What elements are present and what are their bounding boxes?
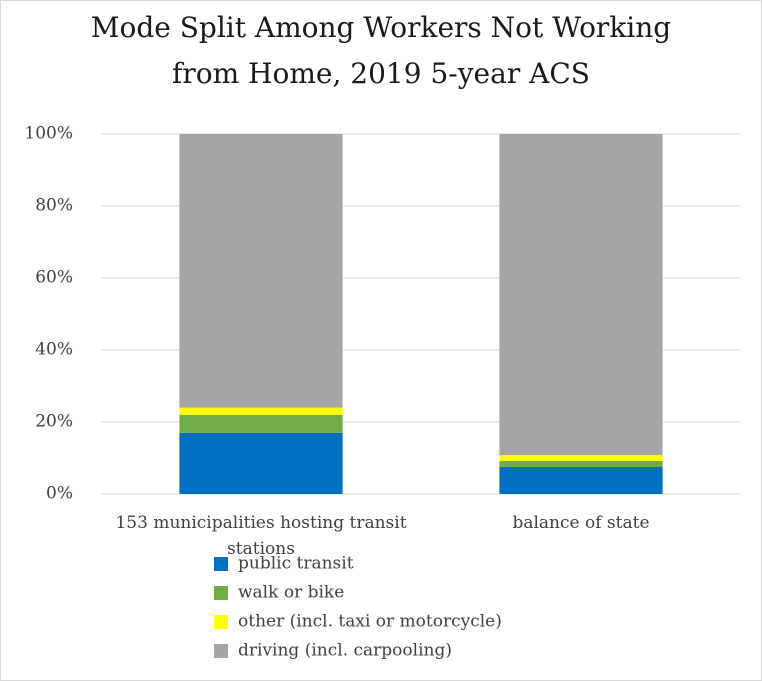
y-tick-label: 20%: [35, 412, 73, 432]
y-tick-label: 100%: [24, 124, 73, 144]
bar-segment: [499, 467, 663, 494]
bar-segment: [179, 134, 343, 408]
legend-swatch: [214, 586, 228, 600]
legend-swatch: [214, 615, 228, 629]
y-tick-label: 0%: [46, 484, 73, 504]
y-tick-label: 40%: [35, 340, 73, 360]
bar-segment: [179, 414, 343, 433]
bar-segment: [179, 407, 343, 415]
bar-segment: [179, 432, 343, 494]
bar-segment: [499, 134, 663, 456]
x-tick-label: balance of state: [512, 513, 650, 533]
legend-swatch: [214, 644, 228, 658]
y-tick-label: 60%: [35, 268, 73, 288]
legend-label: other (incl. taxi or motorcycle): [238, 612, 502, 632]
chart-title: Mode Split Among Workers Not Working fro…: [90, 11, 672, 90]
y-tick-label: 80%: [35, 196, 73, 216]
bar-segment: [499, 460, 663, 467]
legend-label: public transit: [238, 554, 354, 574]
bar-segment: [499, 455, 663, 461]
legend-label: walk or bike: [238, 583, 344, 603]
legend-label: driving (incl. carpooling): [238, 641, 452, 661]
legend-swatch: [214, 557, 228, 571]
x-tick-label: 153 municipalities hosting transit stati…: [115, 513, 407, 559]
